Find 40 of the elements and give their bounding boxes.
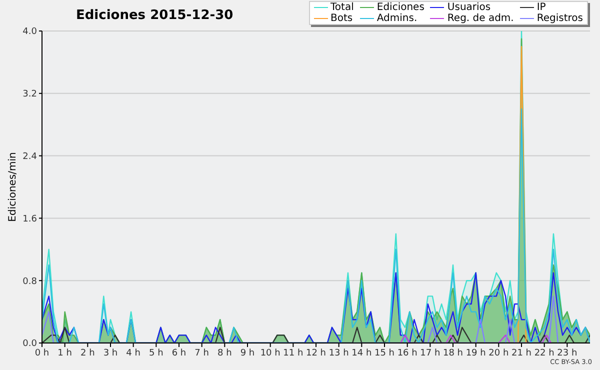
- x-tick-label: 15 h: [374, 348, 395, 358]
- x-tick-label: 23 h: [557, 348, 578, 358]
- x-tick-label: 14 h: [352, 348, 372, 358]
- y-tick-label: 0.0: [22, 339, 38, 350]
- x-tick-label: 1 h: [58, 348, 72, 358]
- legend-label: IP: [536, 2, 546, 13]
- y-tick-label: 3.2: [22, 90, 37, 100]
- x-tick-label: 3 h: [103, 348, 118, 358]
- x-tick-label: 21 h: [511, 348, 532, 358]
- x-tick-label: 13 h: [328, 348, 349, 358]
- x-tick-label: 22 h: [534, 348, 554, 358]
- y-tick-label: 1.6: [22, 214, 38, 224]
- x-tick-label: 12 h: [306, 348, 326, 358]
- x-tick-label: 6 h: [172, 348, 186, 358]
- legend-label: Admins.: [376, 13, 418, 24]
- x-tick-label: 17 h: [420, 348, 440, 358]
- x-tick-label: 18 h: [442, 348, 464, 358]
- x-tick-label: 11 h: [283, 348, 304, 358]
- x-tick-label: 5 h: [149, 348, 164, 358]
- x-tick-label: 9 h: [240, 348, 255, 358]
- legend-label: Registros: [536, 13, 583, 24]
- legend-label: Ediciones: [376, 2, 424, 13]
- x-tick-label: 2 h: [80, 348, 95, 358]
- x-tick-label: 16 h: [397, 348, 418, 358]
- x-tick-label: 19 h: [466, 348, 486, 358]
- y-axis-title: Ediciones/min: [8, 152, 19, 222]
- legend-label: Total: [330, 2, 354, 13]
- legend-label: Reg. de adm.: [447, 13, 514, 24]
- x-tick-label: 4 h: [126, 348, 140, 358]
- chart-title: Ediciones 2015-12-30: [76, 8, 234, 23]
- x-tick-label: 8 h: [218, 348, 232, 358]
- x-tick-label: 20 h: [488, 348, 509, 358]
- y-tick-label: 2.4: [22, 152, 38, 162]
- y-tick-label: 4.0: [22, 27, 38, 38]
- legend-label: Bots: [330, 13, 353, 24]
- y-tick-label: 0.8: [22, 276, 38, 287]
- x-tick-label: 7 h: [194, 348, 209, 358]
- x-tick-label: 0 h: [34, 348, 50, 358]
- legend-label: Usuarios: [447, 2, 491, 13]
- x-tick-label: 10 h: [260, 348, 280, 358]
